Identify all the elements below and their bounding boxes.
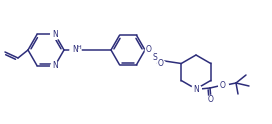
Text: O: O bbox=[146, 46, 152, 55]
Text: N: N bbox=[52, 30, 58, 39]
Text: S: S bbox=[153, 52, 157, 62]
Text: H: H bbox=[76, 45, 81, 50]
Text: O: O bbox=[158, 60, 164, 68]
Text: O: O bbox=[208, 94, 214, 104]
Text: N: N bbox=[52, 61, 58, 70]
Text: N: N bbox=[72, 46, 78, 55]
Text: O: O bbox=[220, 80, 226, 90]
Text: N: N bbox=[193, 84, 199, 93]
